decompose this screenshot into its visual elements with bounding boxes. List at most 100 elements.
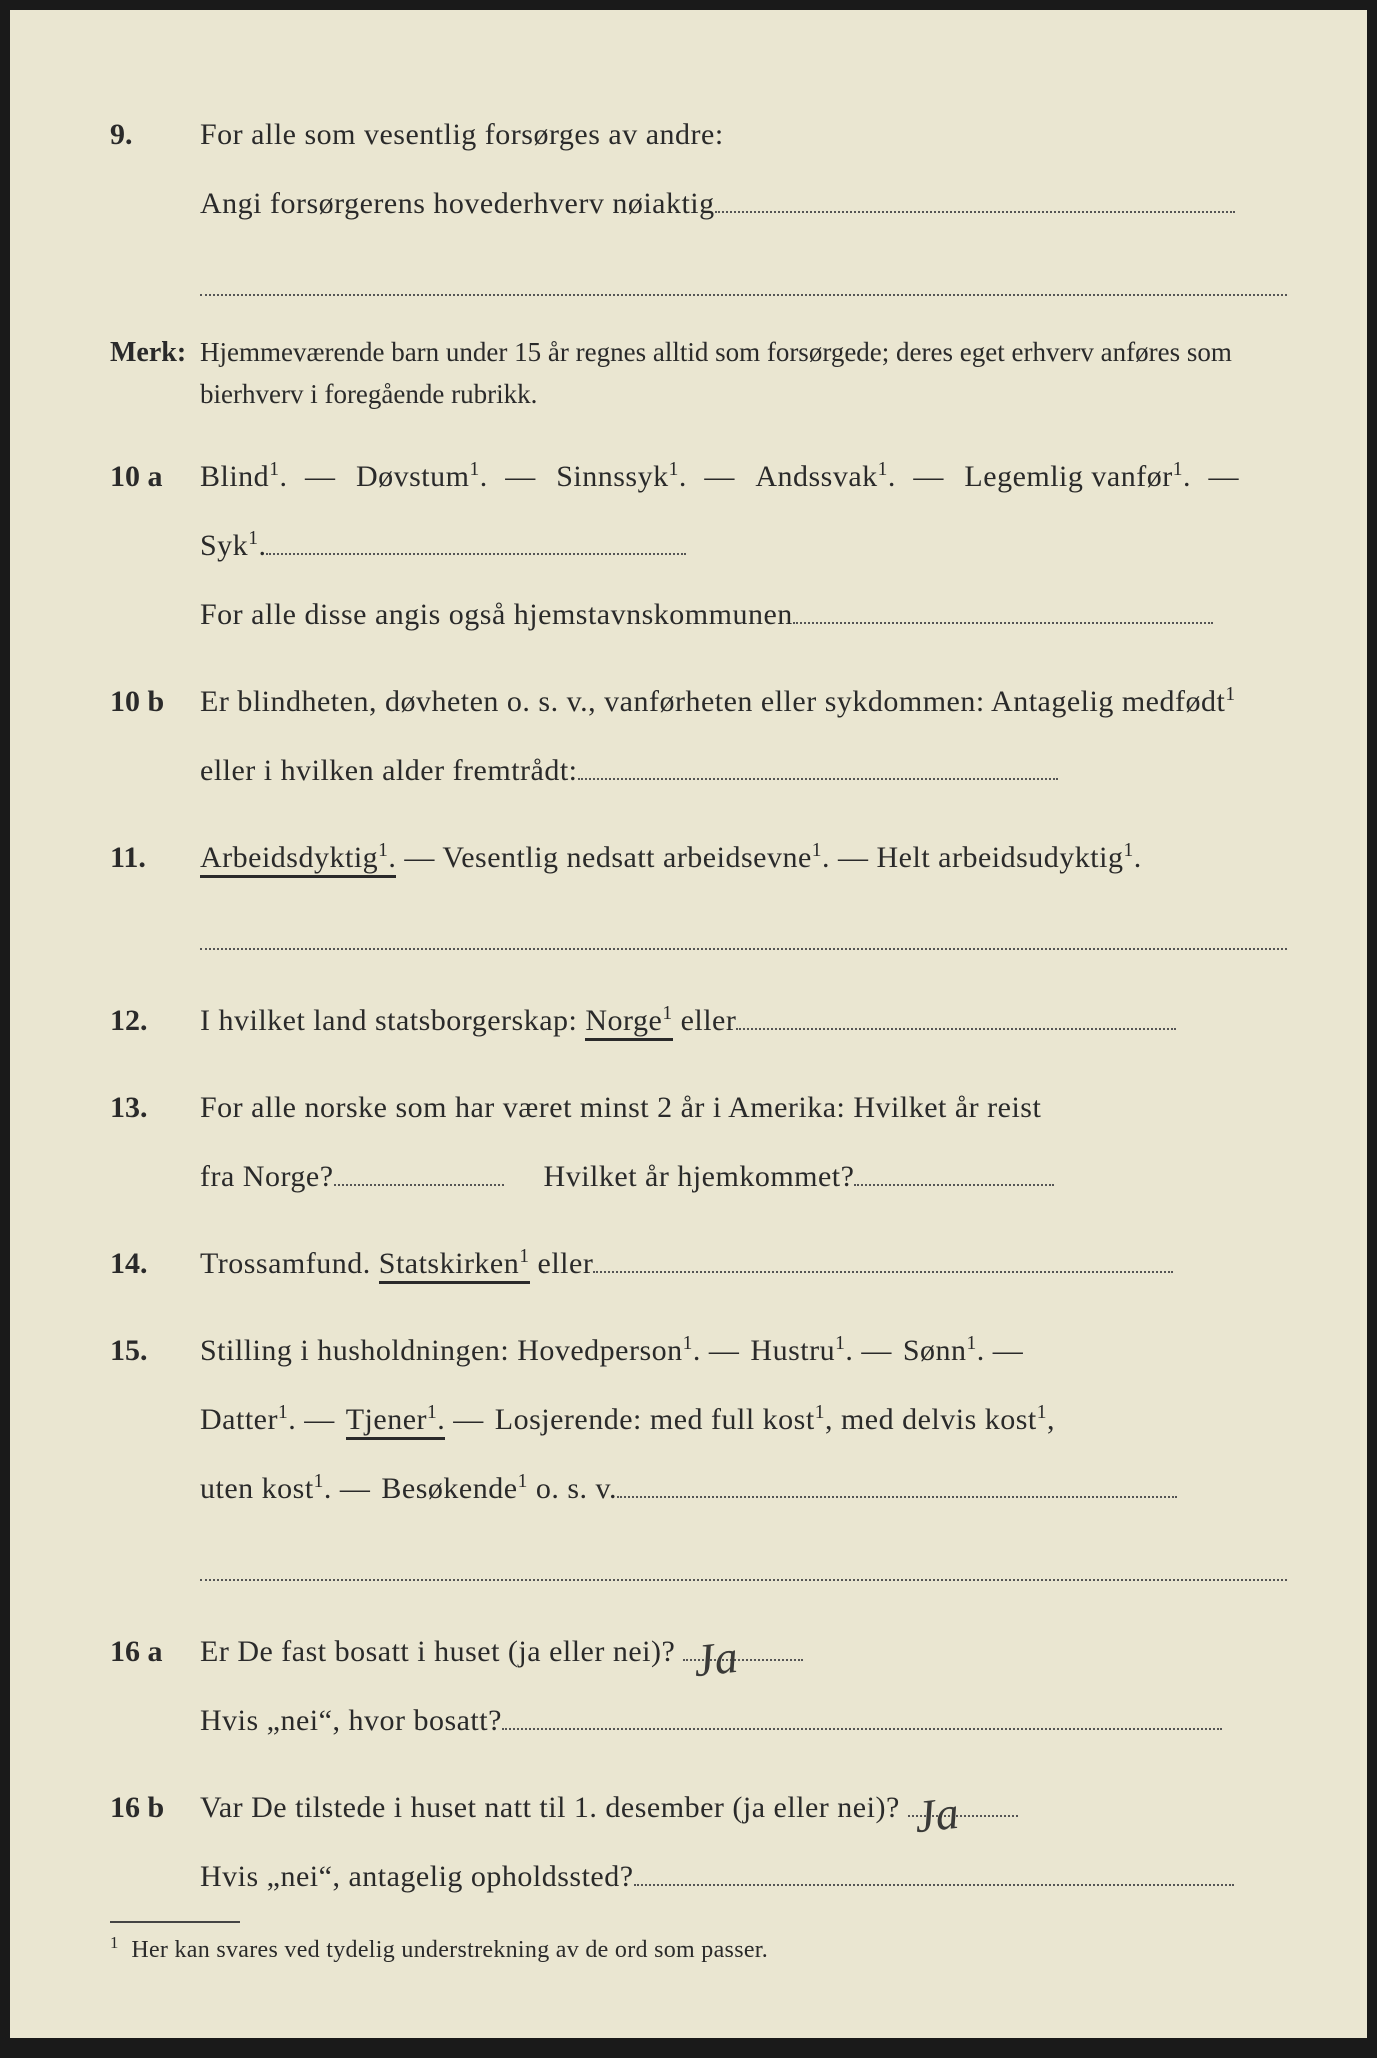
blank-line	[793, 595, 1213, 624]
footnote-text: Her kan svares ved tydelig understreknin…	[131, 1937, 768, 1963]
separator: —	[1199, 460, 1250, 493]
q14-pre: Trossamfund.	[200, 1247, 379, 1280]
footnote: 1 Her kan svares ved tydelig understrekn…	[110, 1931, 1287, 1968]
q16a-body: Er De fast bosatt i huset (ja eller nei)…	[200, 1617, 1287, 1755]
q15-body: Stilling i husholdningen: Hovedperson1. …	[200, 1316, 1287, 1599]
separator: —	[404, 841, 442, 874]
handwritten-ja: Ja	[909, 1760, 964, 1870]
q11-body: Arbeidsdyktig1. — Vesentlig nedsatt arbe…	[200, 823, 1287, 968]
blank-line	[593, 1244, 1173, 1273]
question-9: 9. For alle som vesentlig forsørges av a…	[110, 100, 1287, 314]
blank-line	[578, 751, 1058, 780]
q16b-l2: Hvis „nei“, antagelig opholdssted?	[200, 1860, 634, 1893]
opt-syk: Syk1.	[200, 529, 266, 562]
merk-label: Merk:	[110, 333, 200, 372]
blank-line-full	[200, 906, 1287, 950]
q14-body: Trossamfund. Statskirken1 eller	[200, 1229, 1287, 1298]
merk-text: Hjemmeværende barn under 15 år regnes al…	[200, 332, 1287, 416]
q13-l2a: fra Norge?	[200, 1160, 334, 1193]
q15-pre: Stilling i husholdningen: Hovedperson	[200, 1334, 683, 1367]
q16a-number: 16 a	[110, 1631, 200, 1673]
opt-legemlig: Legemlig vanfør1.	[964, 460, 1191, 493]
q14-statskirken-underlined: Statskirken1	[379, 1247, 530, 1284]
separator: —	[861, 1334, 903, 1367]
blank-line	[334, 1157, 504, 1186]
q9-line2: Angi forsørgerens hovederhverv nøiaktig	[200, 187, 715, 220]
opt-hustru: Hustru1.	[750, 1334, 853, 1367]
q16b-q: Var De tilstede i huset natt til 1. dese…	[200, 1791, 900, 1824]
separator: —	[904, 460, 965, 493]
opt-besokende: Besøkende	[381, 1472, 517, 1505]
q11-number: 11.	[110, 837, 200, 879]
q12-post: eller	[681, 1004, 737, 1037]
question-11: 11. Arbeidsdyktig1. — Vesentlig nedsatt …	[110, 823, 1287, 968]
blank-line	[736, 1001, 1176, 1030]
question-16a: 16 a Er De fast bosatt i huset (ja eller…	[110, 1617, 1287, 1755]
q16a-l2: Hvis „nei“, hvor bosatt?	[200, 1704, 502, 1737]
opt-losjerende: Losjerende: med full kost	[495, 1403, 815, 1436]
q9-number: 9.	[110, 114, 200, 156]
blank-line-full	[200, 252, 1287, 296]
q16b-number: 16 b	[110, 1787, 200, 1829]
q10b-number: 10 b	[110, 681, 200, 723]
handwritten-ja: Ja	[689, 1604, 744, 1714]
blank-line	[715, 184, 1235, 213]
opt-dovstum: Døvstum1.	[356, 460, 488, 493]
opt-uten: uten kost	[200, 1472, 314, 1505]
q12-number: 12.	[110, 1000, 200, 1042]
q14-number: 14.	[110, 1243, 200, 1285]
q13-line1: For alle norske som har været minst 2 år…	[200, 1091, 1041, 1124]
separator: —	[340, 1472, 382, 1505]
q14-post: eller	[538, 1247, 594, 1280]
document-page: 9. For alle som vesentlig forsørges av a…	[10, 10, 1367, 2038]
q13-body: For alle norske som har været minst 2 år…	[200, 1073, 1287, 1211]
separator: —	[709, 1334, 751, 1367]
opt-andssvak: Andssvak1.	[755, 460, 896, 493]
question-16b: 16 b Var De tilstede i huset natt til 1.…	[110, 1773, 1287, 1911]
q10b-text-a: Er blindheten, døvheten o. s. v., vanfør…	[200, 685, 1225, 718]
opt-sinnssyk: Sinnssyk1.	[556, 460, 687, 493]
question-10b: 10 b Er blindheten, døvheten o. s. v., v…	[110, 667, 1287, 805]
osv: o. s. v.	[528, 1472, 617, 1505]
answer-line: Ja	[908, 1788, 1018, 1817]
q16b-body: Var De tilstede i huset natt til 1. dese…	[200, 1773, 1287, 1911]
blank-line	[617, 1469, 1177, 1498]
question-14: 14. Trossamfund. Statskirken1 eller	[110, 1229, 1287, 1298]
opt-sonn: Sønn1.	[903, 1334, 985, 1367]
opt-delvis: , med delvis kost	[825, 1403, 1037, 1436]
answer-line: Ja	[683, 1632, 803, 1661]
question-10a: 10 a Blind1. — Døvstum1. — Sinnssyk1. — …	[110, 442, 1287, 649]
q10a-number: 10 a	[110, 456, 200, 498]
q12-pre: I hvilket land statsborgerskap:	[200, 1004, 585, 1037]
merk-note: Merk: Hjemmeværende barn under 15 år reg…	[110, 332, 1287, 416]
question-12: 12. I hvilket land statsborgerskap: Norg…	[110, 986, 1287, 1055]
q10b-text-b: eller i hvilken alder fremtrådt:	[200, 754, 578, 787]
blank-line	[502, 1701, 1222, 1730]
blank-line	[266, 526, 686, 555]
separator: —	[295, 460, 356, 493]
opt-arbeidsdyktig-underlined: Arbeidsdyktig1.	[200, 841, 396, 878]
footnote-rule	[110, 1921, 240, 1923]
separator: —	[496, 460, 557, 493]
footnote-area: 1 Her kan svares ved tydelig understrekn…	[110, 1911, 1287, 1968]
separator: —	[838, 841, 877, 874]
q15-number: 15.	[110, 1330, 200, 1372]
blank-line-full	[200, 1537, 1287, 1581]
q9-body: For alle som vesentlig forsørges av andr…	[200, 100, 1287, 314]
question-15: 15. Stilling i husholdningen: Hovedperso…	[110, 1316, 1287, 1599]
footnote-marker: 1	[110, 1933, 119, 1952]
q10a-line3: For alle disse angis også hjemstavnskomm…	[200, 598, 793, 631]
separator: —	[695, 460, 756, 493]
q10a-body: Blind1. — Døvstum1. — Sinnssyk1. — Andss…	[200, 442, 1287, 649]
opt-tjener-underlined: Tjener1.	[346, 1403, 446, 1440]
q12-body: I hvilket land statsborgerskap: Norge1 e…	[200, 986, 1287, 1055]
opt-udyktig: Helt arbeidsudyktig1.	[877, 841, 1142, 874]
opt-nedsatt: Vesentlig nedsatt arbeidsevne1.	[442, 841, 830, 874]
q12-norge-underlined: Norge1	[585, 1004, 672, 1041]
q10b-body: Er blindheten, døvheten o. s. v., vanfør…	[200, 667, 1287, 805]
separator: —	[304, 1403, 346, 1436]
q13-number: 13.	[110, 1087, 200, 1129]
q13-l2b: Hvilket år hjemkommet?	[544, 1160, 855, 1193]
separator: —	[993, 1334, 1025, 1367]
q16a-q: Er De fast bosatt i huset (ja eller nei)…	[200, 1635, 675, 1668]
